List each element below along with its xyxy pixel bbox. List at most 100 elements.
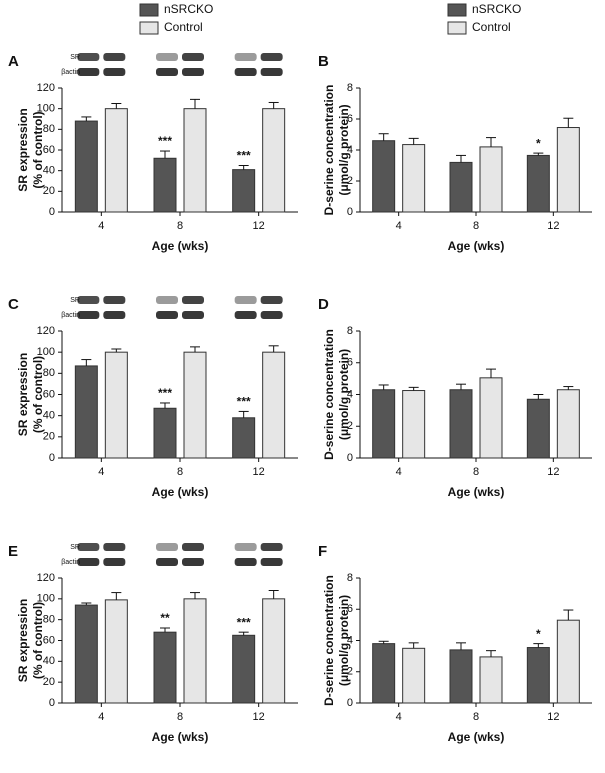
legend-label: Control <box>164 20 203 34</box>
blot-band <box>156 68 178 76</box>
panel-letter: A <box>8 53 19 70</box>
blot-band <box>182 53 204 61</box>
y-tick-label: 2 <box>347 666 353 678</box>
y-tick-label: 100 <box>37 103 55 115</box>
y-tick-label: 4 <box>347 144 353 156</box>
y-tick-label: 8 <box>347 325 353 337</box>
blot-band <box>103 543 126 551</box>
y-tick-label: 0 <box>347 206 353 218</box>
bar <box>556 619 580 704</box>
blot-band <box>182 311 204 319</box>
blot-band <box>260 311 283 319</box>
bar <box>556 389 580 459</box>
y-tick-label: 40 <box>43 165 55 177</box>
blot-band <box>234 543 257 551</box>
y-tick-label: 0 <box>347 697 353 709</box>
blot-band <box>182 296 204 304</box>
legend-label: nSRCKO <box>472 2 521 16</box>
bar <box>479 146 503 213</box>
blot-band <box>260 68 283 76</box>
blot-label: βactin <box>61 559 80 566</box>
blot-band <box>77 53 100 61</box>
x-axis-label: Age (wks) <box>448 730 505 744</box>
bar <box>402 390 426 459</box>
y-tick-label: 40 <box>43 410 55 422</box>
legend-swatch <box>139 3 159 17</box>
blot-label: βactin <box>61 312 80 319</box>
bar <box>449 389 473 459</box>
y-axis-label: (μmol/g protein) <box>337 595 351 686</box>
y-axis-label: SR expression <box>16 108 30 191</box>
bar <box>183 351 207 459</box>
blot-band <box>103 296 126 304</box>
y-axis-label: (% of control) <box>31 602 45 679</box>
x-tick-label: 4 <box>98 711 104 723</box>
panel-letter: E <box>8 543 18 560</box>
bar <box>402 144 426 213</box>
x-axis-label: Age (wks) <box>152 730 209 744</box>
y-tick-label: 2 <box>347 175 353 187</box>
bar <box>449 649 473 704</box>
blot-band <box>234 558 257 566</box>
y-tick-label: 6 <box>347 603 353 615</box>
blot-band <box>182 68 204 76</box>
x-tick-label: 4 <box>98 220 104 232</box>
y-tick-label: 8 <box>347 572 353 584</box>
panel-letter: D <box>318 296 329 313</box>
blot-label: SR <box>70 544 80 551</box>
x-axis-label: Age (wks) <box>152 485 209 499</box>
blot-band <box>260 558 283 566</box>
y-tick-label: 4 <box>347 634 353 646</box>
y-axis-label: D-serine concentration <box>322 329 336 460</box>
blot-band <box>260 296 283 304</box>
y-tick-label: 80 <box>43 614 55 626</box>
bar <box>104 108 128 213</box>
x-tick-label: 8 <box>177 220 183 232</box>
y-tick-label: 100 <box>37 346 55 358</box>
significance-label: *** <box>237 395 251 409</box>
significance-label: *** <box>158 386 172 400</box>
blot-label: SR <box>70 297 80 304</box>
bar <box>372 643 396 704</box>
bar <box>183 598 207 704</box>
bar <box>479 656 503 704</box>
y-tick-label: 20 <box>43 185 55 197</box>
bar <box>104 599 128 704</box>
blot-band <box>156 543 178 551</box>
blot-band <box>103 68 126 76</box>
bar <box>104 351 128 459</box>
blot-band <box>234 68 257 76</box>
y-tick-label: 2 <box>347 420 353 432</box>
blot-band <box>260 53 283 61</box>
blot-band <box>182 543 204 551</box>
bar <box>372 389 396 459</box>
legend-swatch <box>139 21 159 35</box>
blot-label: βactin <box>61 69 80 76</box>
panel-letter: C <box>8 296 19 313</box>
x-axis-label: Age (wks) <box>448 485 505 499</box>
y-tick-label: 6 <box>347 113 353 125</box>
y-tick-label: 6 <box>347 357 353 369</box>
x-tick-label: 12 <box>547 220 559 232</box>
x-tick-label: 4 <box>396 220 402 232</box>
bar <box>262 351 286 459</box>
significance-label: *** <box>237 615 251 629</box>
blot-band <box>103 311 126 319</box>
y-tick-label: 40 <box>43 655 55 667</box>
x-tick-label: 4 <box>396 466 402 478</box>
blot-band <box>156 296 178 304</box>
blot-band <box>77 558 100 566</box>
bar <box>153 157 177 213</box>
y-tick-label: 120 <box>37 325 55 337</box>
x-tick-label: 4 <box>396 711 402 723</box>
y-axis-label: (% of control) <box>31 356 45 433</box>
x-axis-label: Age (wks) <box>152 239 209 253</box>
legend-swatch <box>447 21 467 35</box>
y-tick-label: 0 <box>49 206 55 218</box>
y-axis-label: (μmol/g protein) <box>337 104 351 195</box>
bar <box>74 120 98 213</box>
x-tick-label: 12 <box>253 711 265 723</box>
blot-band <box>103 558 126 566</box>
legend-label: Control <box>472 20 511 34</box>
